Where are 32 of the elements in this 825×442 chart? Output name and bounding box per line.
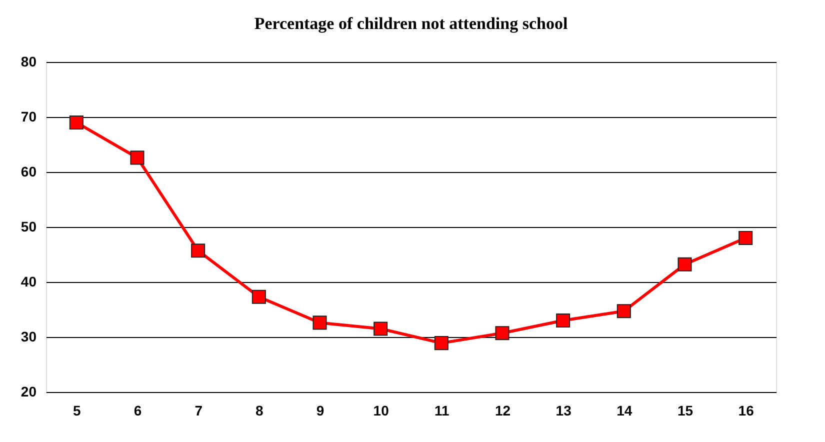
point xyxy=(374,322,388,336)
point xyxy=(130,150,144,165)
point xyxy=(495,326,510,340)
point xyxy=(678,257,692,272)
y-tick-label: 30 xyxy=(20,328,37,344)
y-tick-label: 70 xyxy=(20,108,37,124)
point xyxy=(191,244,206,258)
y-tick-label: 60 xyxy=(20,164,37,180)
y-tick-label: 40 xyxy=(20,274,37,290)
y-tick-label: 80 xyxy=(20,54,37,70)
x-tick-label: 11 xyxy=(434,402,450,418)
point xyxy=(434,336,448,350)
x-tick-label: 12 xyxy=(494,402,511,418)
point xyxy=(252,290,266,304)
x-tick-label: 14 xyxy=(616,402,632,418)
x-tick-label: 16 xyxy=(738,402,754,418)
x-tick-label: 10 xyxy=(373,402,390,418)
chart-title: Percentage of children not attending school xyxy=(254,14,568,33)
point xyxy=(69,115,84,130)
point xyxy=(616,304,631,318)
x-tick-label: 6 xyxy=(134,402,142,418)
point xyxy=(312,316,327,330)
x-tick-label: 5 xyxy=(73,402,82,418)
y-tick-label: 50 xyxy=(20,218,37,234)
point xyxy=(556,313,570,328)
x-tick-label: 8 xyxy=(256,402,264,418)
x-tick-label: 9 xyxy=(316,402,324,418)
point xyxy=(738,230,753,246)
y-tick-label: 20 xyxy=(20,384,37,400)
x-tick-label: 7 xyxy=(194,402,203,418)
x-tick-label: 13 xyxy=(556,402,572,418)
x-tick-label: 15 xyxy=(677,402,694,418)
